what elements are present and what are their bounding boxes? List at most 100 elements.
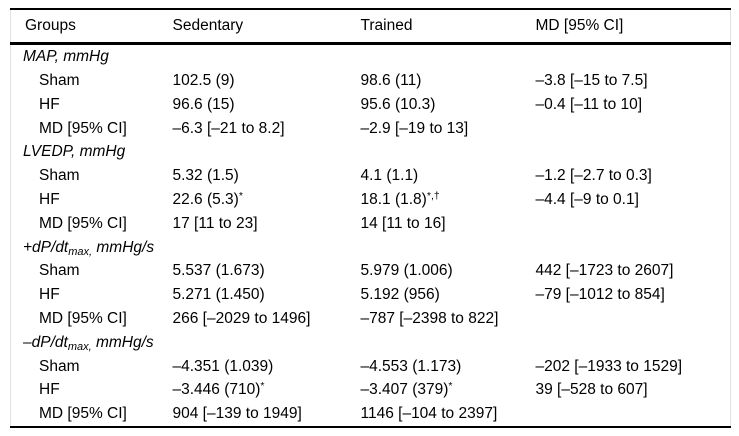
sedentary-cell: 904 [–139 to 1949]: [172, 405, 302, 423]
md-cell: –4.4 [–9 to 0.1]: [535, 190, 639, 208]
md-cell: –1.2 [–2.7 to 0.3]: [535, 167, 652, 185]
trained-cell: 5.979 (1.006): [360, 262, 453, 280]
trained-cell: 14 [11 to 16]: [360, 214, 446, 232]
md-cell: [521, 212, 731, 236]
sedentary-cell: 96.6 (15): [172, 95, 235, 113]
empty-cell: [158, 331, 346, 355]
sedentary-cell: 5.32 (1.5): [172, 167, 239, 185]
trained-cell: 1146 [–104 to 2397]: [360, 405, 498, 423]
md-cell: [521, 402, 731, 427]
section-label-cell: MAP, mmHg: [11, 44, 158, 69]
table-row: MD [95% CI] 17 [11 to 23] 14 [11 to 16]: [11, 212, 731, 236]
md-cell: [521, 116, 731, 140]
table-header-row: Groups Sedentary Trained MD [95% CI]: [10, 9, 731, 45]
sedentary-cell: –4.351 (1.039): [172, 357, 274, 375]
row-label-cell: MD [95% CI]: [39, 405, 127, 423]
empty-cell: [521, 44, 731, 69]
section-label-text: LVEDP, mmHg: [23, 143, 126, 161]
trained-cell: 18.1 (1.8)*,†: [360, 189, 440, 208]
section-row: +dP/dtmax, mmHg/s: [11, 235, 731, 259]
row-label-cell: Sham: [39, 262, 80, 280]
significance-marker: *: [448, 380, 453, 393]
section-label-text: –dP/dt: [23, 333, 68, 351]
empty-cell: [158, 140, 346, 164]
row-label-cell: HF: [39, 95, 60, 113]
sedentary-cell: –6.3 [–21 to 8.2]: [172, 119, 285, 137]
md-cell: –3.8 [–15 to 7.5]: [535, 71, 648, 89]
table-row: MD [95% CI] 904 [–139 to 1949] 1146 [–104 …: [11, 402, 731, 427]
row-label-cell: HF: [39, 286, 60, 304]
md-cell: –202 [–1933 to 1529]: [535, 357, 683, 375]
table-body: MAP, mmHg Sham 102.5 (9) 98.6 (11) –3.8 [–15…: [11, 44, 731, 427]
column-header-trained: Trained: [345, 9, 521, 45]
empty-cell: [521, 235, 731, 259]
section-label-text: +dP/dt: [23, 238, 69, 256]
md-cell: [521, 307, 731, 331]
empty-cell: [346, 44, 521, 69]
empty-cell: [346, 140, 521, 164]
md-cell: –79 [–1012 to 854]: [535, 286, 665, 304]
row-label-cell: MD [95% CI]: [39, 309, 127, 327]
trained-cell: –4.553 (1.173): [360, 357, 462, 375]
empty-cell: [158, 235, 346, 259]
empty-cell: [521, 331, 731, 355]
sedentary-cell: 266 [–2029 to 1496]: [172, 309, 311, 327]
md-cell: 39 [–528 to 607]: [535, 381, 648, 399]
significance-marker: *: [260, 380, 265, 393]
section-label-cell: –dP/dtmax, mmHg/s: [11, 331, 158, 355]
md-cell: –0.4 [–11 to 10]: [535, 95, 643, 113]
section-label-text: mmHg/s: [91, 333, 154, 351]
section-label-text: MAP, mmHg: [23, 48, 109, 66]
table-row: HF 5.271 (1.450) 5.192 (956) –79 [–1012 to …: [11, 283, 731, 307]
table-row: Sham –4.351 (1.039) –4.553 (1.173) –202 [–1…: [11, 354, 731, 378]
row-label-cell: Sham: [39, 357, 80, 375]
table-row: HF 96.6 (15) 95.6 (10.3) –0.4 [–11 to 10]: [11, 93, 731, 117]
sedentary-cell: –3.446 (710)*: [172, 380, 265, 399]
trained-cell: 98.6 (11): [360, 71, 422, 89]
section-label-text: mmHg/s: [92, 238, 155, 256]
table-row: Sham 102.5 (9) 98.6 (11) –3.8 [–15 to 7.5]: [11, 69, 731, 93]
trained-cell: 4.1 (1.1): [360, 167, 419, 185]
table-row: HF –3.446 (710)* –3.407 (379)* 39 [–528 to …: [11, 378, 731, 402]
table-row: MD [95% CI] 266 [–2029 to 1496] –787 [–239…: [11, 307, 731, 331]
table-row: Sham 5.537 (1.673) 5.979 (1.006) 442 [–1723…: [11, 259, 731, 283]
trained-cell: –3.407 (379)*: [360, 380, 453, 399]
sedentary-cell: 22.6 (5.3)*: [172, 189, 243, 208]
row-label-cell: Sham: [39, 167, 80, 185]
subscript-text: max,: [67, 340, 92, 353]
table-row: MD [95% CI] –6.3 [–21 to 8.2] –2.9 [–19 to…: [11, 116, 731, 140]
row-label-cell: Sham: [39, 71, 80, 89]
sedentary-cell: 17 [11 to 23]: [172, 214, 258, 232]
sedentary-cell: 102.5 (9): [172, 71, 235, 89]
column-header-groups: Groups: [10, 9, 158, 45]
significance-marker: *,†: [426, 189, 440, 202]
column-header-md: MD [95% CI]: [520, 9, 731, 45]
trained-cell: –2.9 [–19 to 13]: [360, 119, 469, 137]
column-header-sedentary: Sedentary: [157, 9, 346, 45]
row-label-cell: HF: [39, 190, 60, 208]
section-row: MAP, mmHg: [11, 44, 731, 69]
trained-cell: 5.192 (956): [360, 286, 440, 304]
empty-cell: [158, 44, 346, 69]
sedentary-cell: 5.271 (1.450): [172, 286, 265, 304]
section-row: –dP/dtmax, mmHg/s: [11, 331, 731, 355]
empty-cell: [346, 235, 521, 259]
row-label-cell: MD [95% CI]: [39, 119, 127, 137]
table-row: HF 22.6 (5.3)* 18.1 (1.8)*,† –4.4 [–9 to 0.…: [11, 188, 731, 212]
md-cell: 442 [–1723 to 2607]: [535, 262, 674, 280]
section-label-cell: +dP/dtmax, mmHg/s: [11, 235, 158, 259]
subscript-text: max,: [68, 245, 93, 258]
row-label-cell: HF: [39, 381, 60, 399]
results-table: Groups Sedentary Trained MD [95% CI] MAP…: [10, 8, 731, 428]
empty-cell: [521, 140, 731, 164]
empty-cell: [346, 331, 521, 355]
section-label-cell: LVEDP, mmHg: [11, 140, 158, 164]
sedentary-cell: 5.537 (1.673): [172, 262, 265, 280]
table-row: Sham 5.32 (1.5) 4.1 (1.1) –1.2 [–2.7 to 0.3…: [11, 164, 731, 188]
trained-cell: –787 [–2398 to 822]: [360, 309, 499, 327]
section-row: LVEDP, mmHg: [11, 140, 731, 164]
row-label-cell: MD [95% CI]: [39, 214, 127, 232]
significance-marker: *: [238, 189, 243, 202]
trained-cell: 95.6 (10.3): [360, 95, 436, 113]
